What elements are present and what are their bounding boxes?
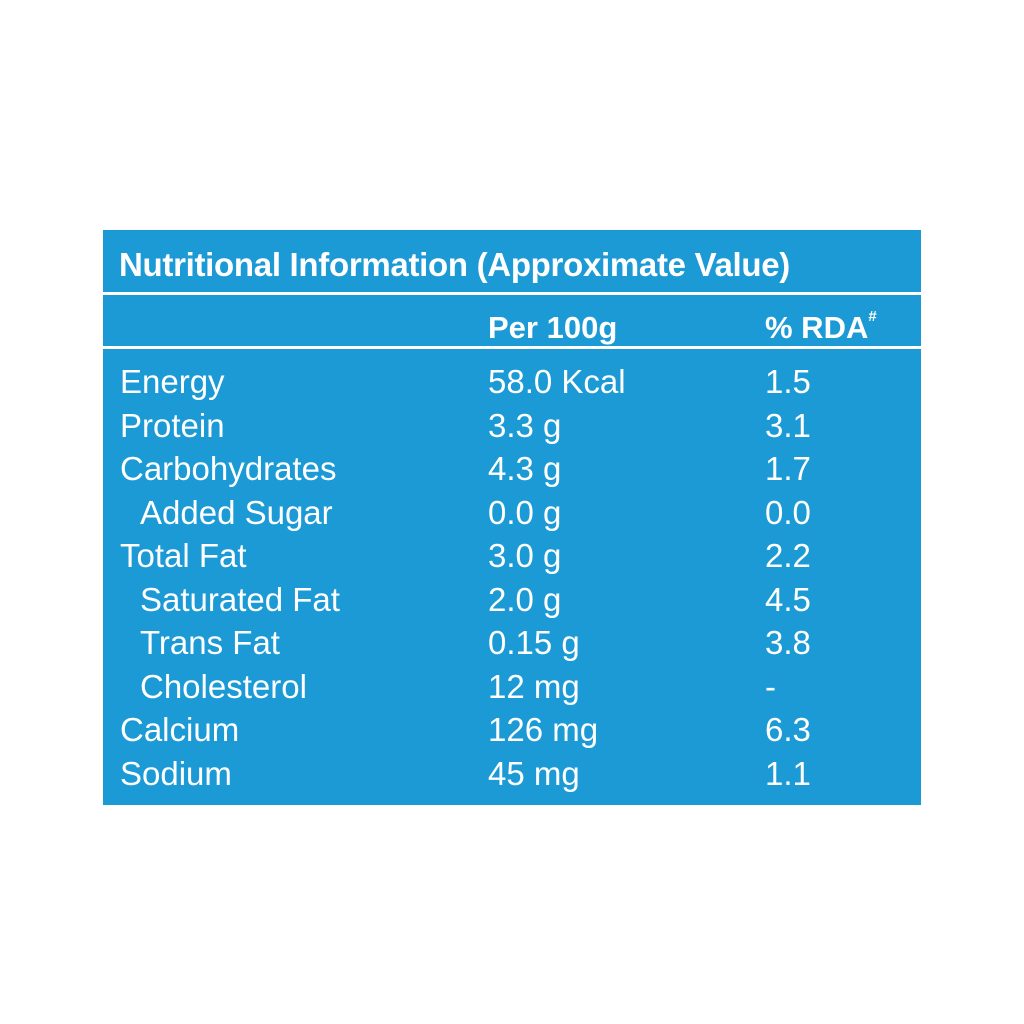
rda-footnote-mark: # <box>868 307 877 325</box>
nutrient-rda: 4.5 <box>765 580 811 618</box>
nutrient-row-total-fat: Total Fat 3.0 g 2.2 <box>103 537 921 581</box>
nutrient-row-protein: Protein 3.3 g 3.1 <box>103 407 921 451</box>
nutrient-amount: 45 mg <box>488 754 580 792</box>
nutrient-rda: 1.7 <box>765 450 811 487</box>
nutrient-name: Added Sugar <box>140 493 333 531</box>
nutrient-amount: 126 mg <box>488 711 599 748</box>
nutrient-row-trans-fat: Trans Fat 0.15 g 3.8 <box>103 624 921 668</box>
nutrient-name: Carbohydrates <box>120 450 337 487</box>
nutrient-name: Sodium <box>120 754 232 792</box>
nutrient-amount: 0.15 g <box>488 624 580 661</box>
title-divider <box>103 292 921 295</box>
nutrient-rda: 0.0 <box>765 493 811 531</box>
nutrient-name: Cholesterol <box>140 667 307 705</box>
nutrient-rda: 1.5 <box>765 363 811 400</box>
nutrient-amount: 58.0 Kcal <box>488 363 626 400</box>
column-header-per-100g: Per 100g <box>488 310 618 345</box>
nutrient-amount: 3.0 g <box>488 537 562 574</box>
column-header-rda: % RDA# <box>765 307 877 346</box>
nutrient-rda: 1.1 <box>765 754 811 792</box>
nutrient-row-calcium: Calcium 126 mg 6.3 <box>103 711 921 755</box>
column-header-rda-label: % RDA <box>765 310 869 345</box>
nutrient-row-saturated-fat: Saturated Fat 2.0 g 4.5 <box>103 581 921 625</box>
nutrient-rda: 2.2 <box>765 537 811 574</box>
header-divider <box>103 346 921 349</box>
nutrient-row-sodium: Sodium 45 mg 1.1 <box>103 755 921 799</box>
nutrient-rda: 6.3 <box>765 711 811 748</box>
nutrient-row-added-sugar: Added Sugar 0.0 g 0.0 <box>103 494 921 538</box>
nutrient-amount: 3.3 g <box>488 406 562 444</box>
nutrient-amount: 12 mg <box>488 667 580 705</box>
nutrient-name: Saturated Fat <box>140 580 340 618</box>
nutrient-name: Protein <box>120 406 225 444</box>
nutrient-amount: 4.3 g <box>488 450 562 487</box>
nutrient-rda: 3.8 <box>765 624 811 661</box>
nutrient-name: Energy <box>120 363 225 400</box>
nutrient-name: Total Fat <box>120 537 247 574</box>
nutrient-name: Calcium <box>120 711 240 748</box>
nutrient-row-cholesterol: Cholesterol 12 mg - <box>103 668 921 712</box>
nutrient-row-carbohydrates: Carbohydrates 4.3 g 1.7 <box>103 450 921 494</box>
nutrient-rda: 3.1 <box>765 406 811 444</box>
nutrient-rda: - <box>765 667 776 705</box>
nutrition-rows: Energy 58.0 Kcal 1.5 Protein 3.3 g 3.1 C… <box>103 363 921 798</box>
nutrient-amount: 2.0 g <box>488 580 562 618</box>
nutrient-name: Trans Fat <box>140 624 280 661</box>
panel-title: Nutritional Information (Approximate Val… <box>119 246 790 283</box>
nutrient-row-energy: Energy 58.0 Kcal 1.5 <box>103 363 921 407</box>
nutrition-panel: Nutritional Information (Approximate Val… <box>103 230 921 805</box>
nutrient-amount: 0.0 g <box>488 493 562 531</box>
